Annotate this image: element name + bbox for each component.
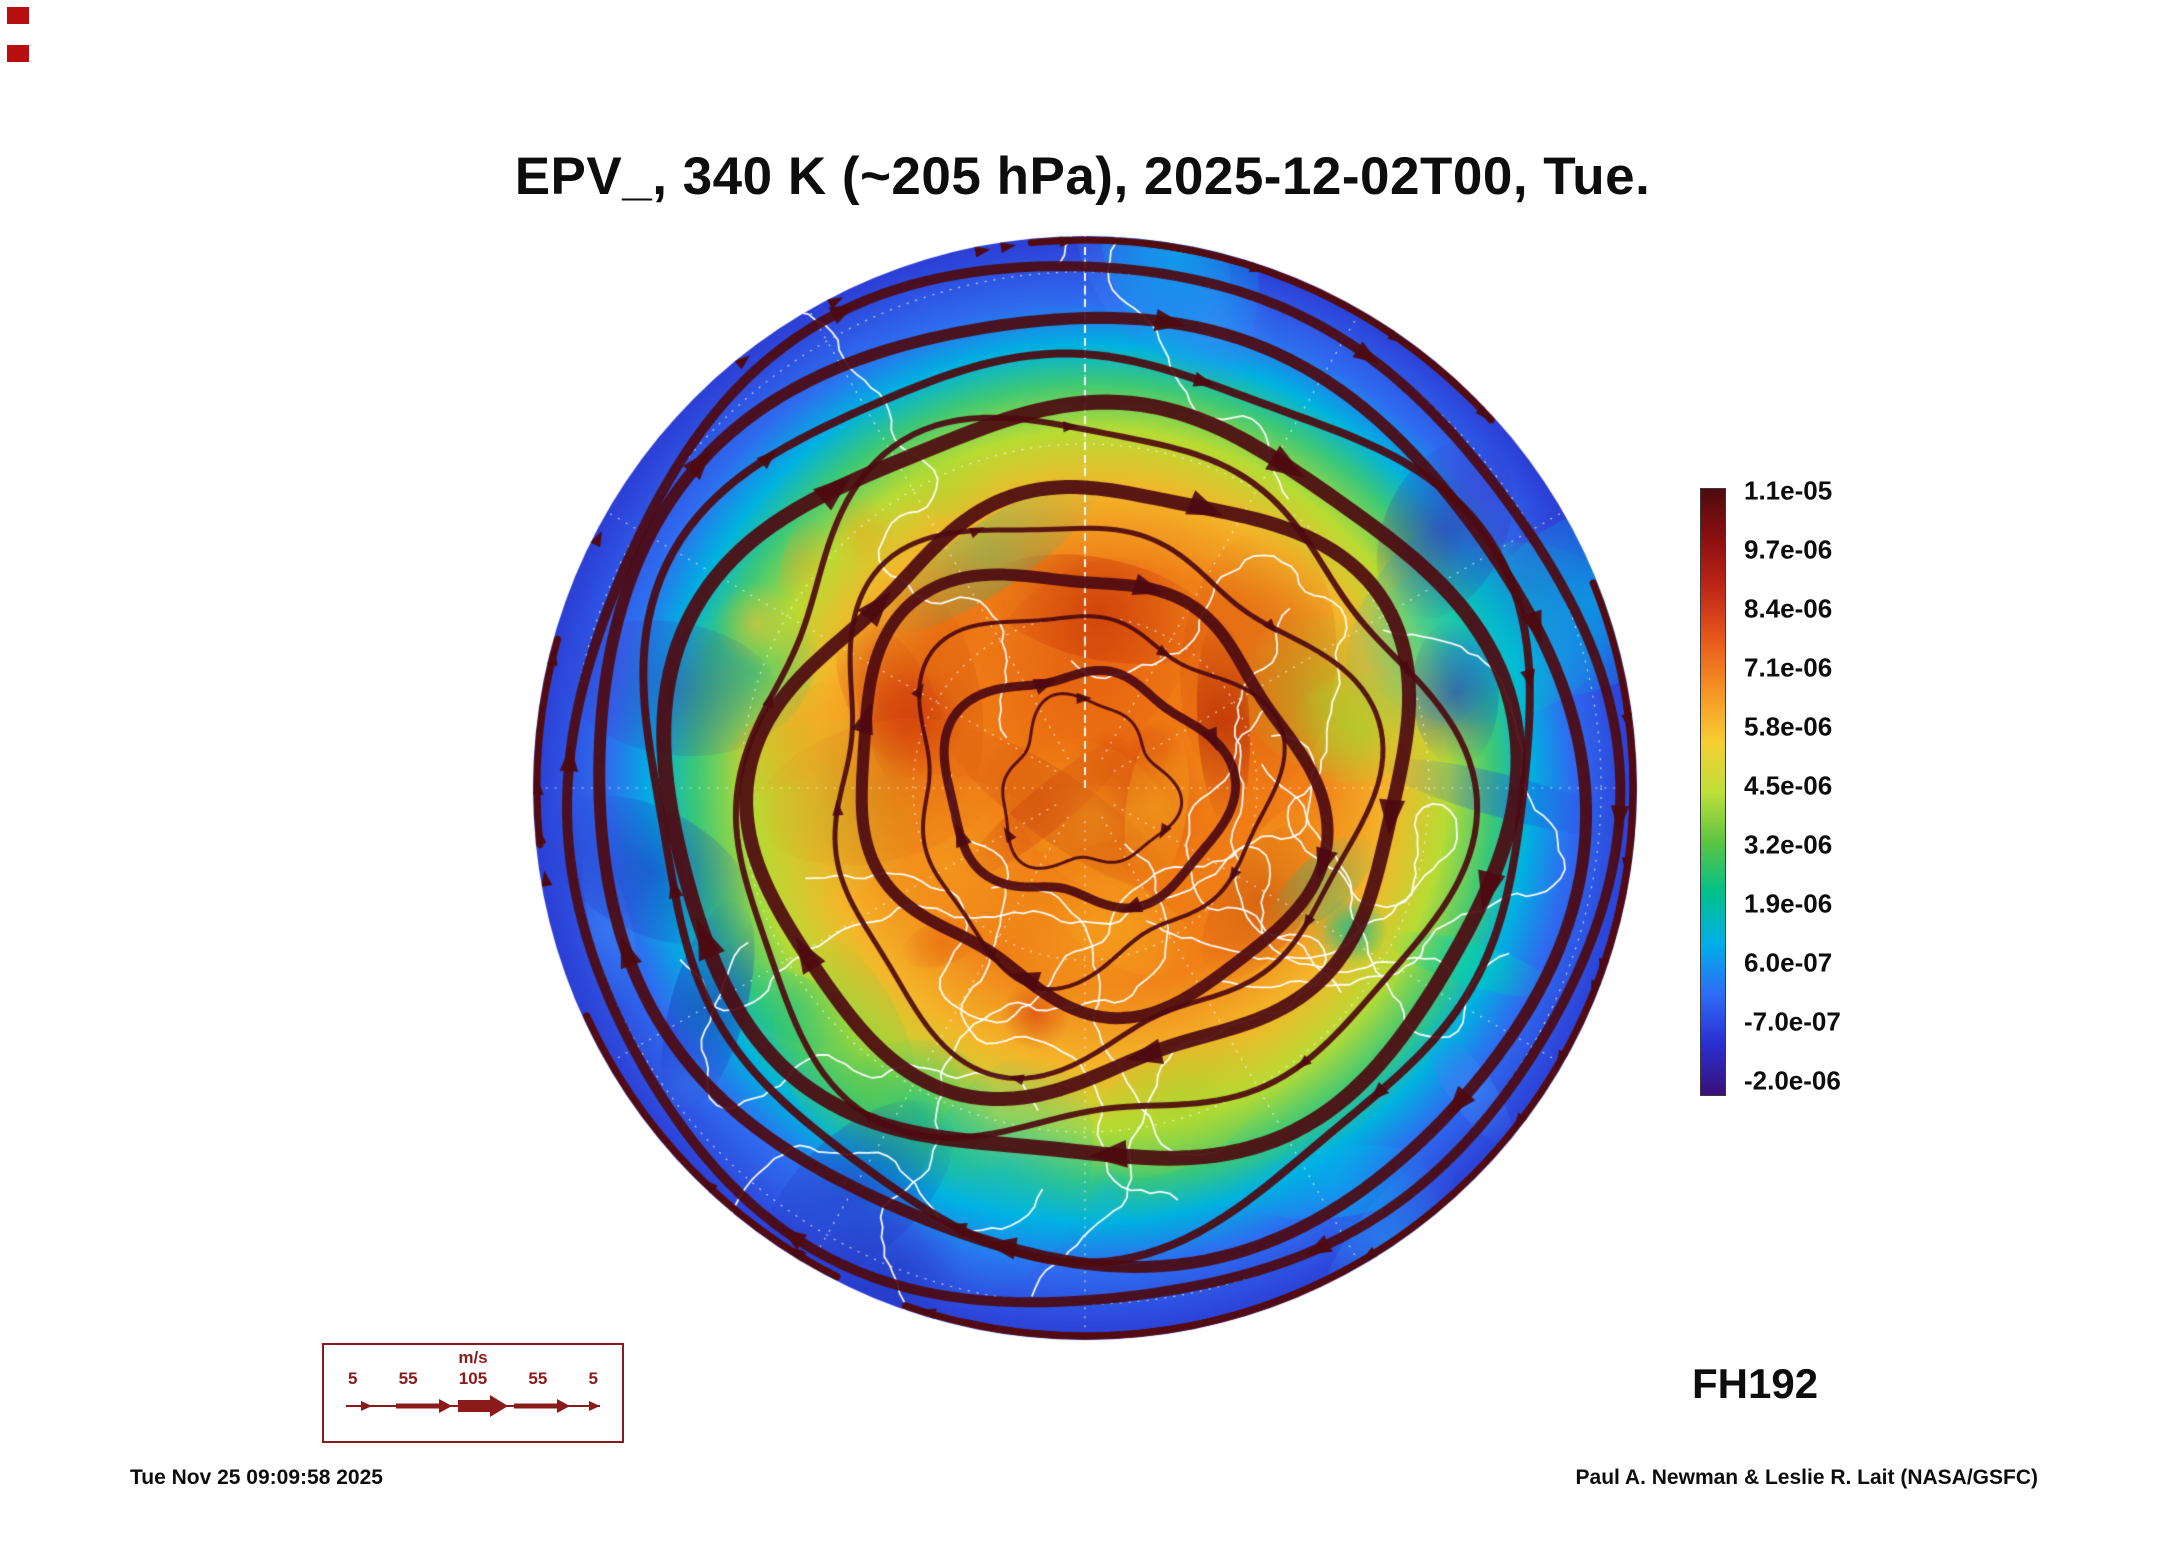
page-title: EPV_, 340 K (~205 hPa), 2025-12-02T00, T… [514,147,1651,206]
wind-arrow-scale-icon [346,1394,600,1417]
colorbar-tick-label: 4.5e-06 [1744,770,1833,801]
colorbar-gradient [1700,488,1726,1096]
wind-unit-label: m/s [458,1348,488,1367]
colorbar-tick-label: 1.9e-06 [1744,888,1833,919]
wind-value-label: 5 [348,1368,358,1388]
wind-value-label: 105 [458,1368,488,1388]
corner-red-mark [7,7,29,24]
colorbar-tick-label: 7.1e-06 [1744,652,1833,683]
wind-value-label: 55 [398,1368,418,1388]
wind-value-row: 5 55 105 55 5 [324,1367,622,1387]
colorbar-tick-label: 9.7e-06 [1744,534,1833,565]
colorbar-tick-list: 1.1e-05 9.7e-06 8.4e-06 7.1e-06 5.8e-06 4.5e-… [1744,476,1934,1096]
wind-value-label: 55 [528,1368,548,1388]
colorbar: 1.1e-05 9.7e-06 8.4e-06 7.1e-06 5.8e-06 4.5e-… [1700,476,1940,1096]
polar-epv-map-canvas [530,233,1640,1343]
colorbar-tick-label: 3.2e-06 [1744,829,1833,860]
colorbar-tick-label: -7.0e-07 [1744,1006,1841,1037]
wind-value-label: 5 [588,1368,598,1388]
colorbar-tick-label: 6.0e-07 [1744,947,1833,978]
wind-speed-legend: m/s 5 55 105 55 5 [322,1343,624,1443]
corner-red-mark [7,45,29,62]
colorbar-tick-label: 5.8e-06 [1744,711,1833,742]
generation-timestamp: Tue Nov 25 09:09:58 2025 [130,1466,383,1489]
credit-text: Paul A. Newman & Leslie R. Lait (NASA/GS… [1575,1466,2038,1489]
colorbar-tick-label: 8.4e-06 [1744,593,1833,624]
forecast-hour-label: FH192 [1692,1360,1819,1407]
colorbar-tick-label: 1.1e-05 [1744,475,1833,506]
colorbar-tick-label: -2.0e-06 [1744,1065,1841,1096]
